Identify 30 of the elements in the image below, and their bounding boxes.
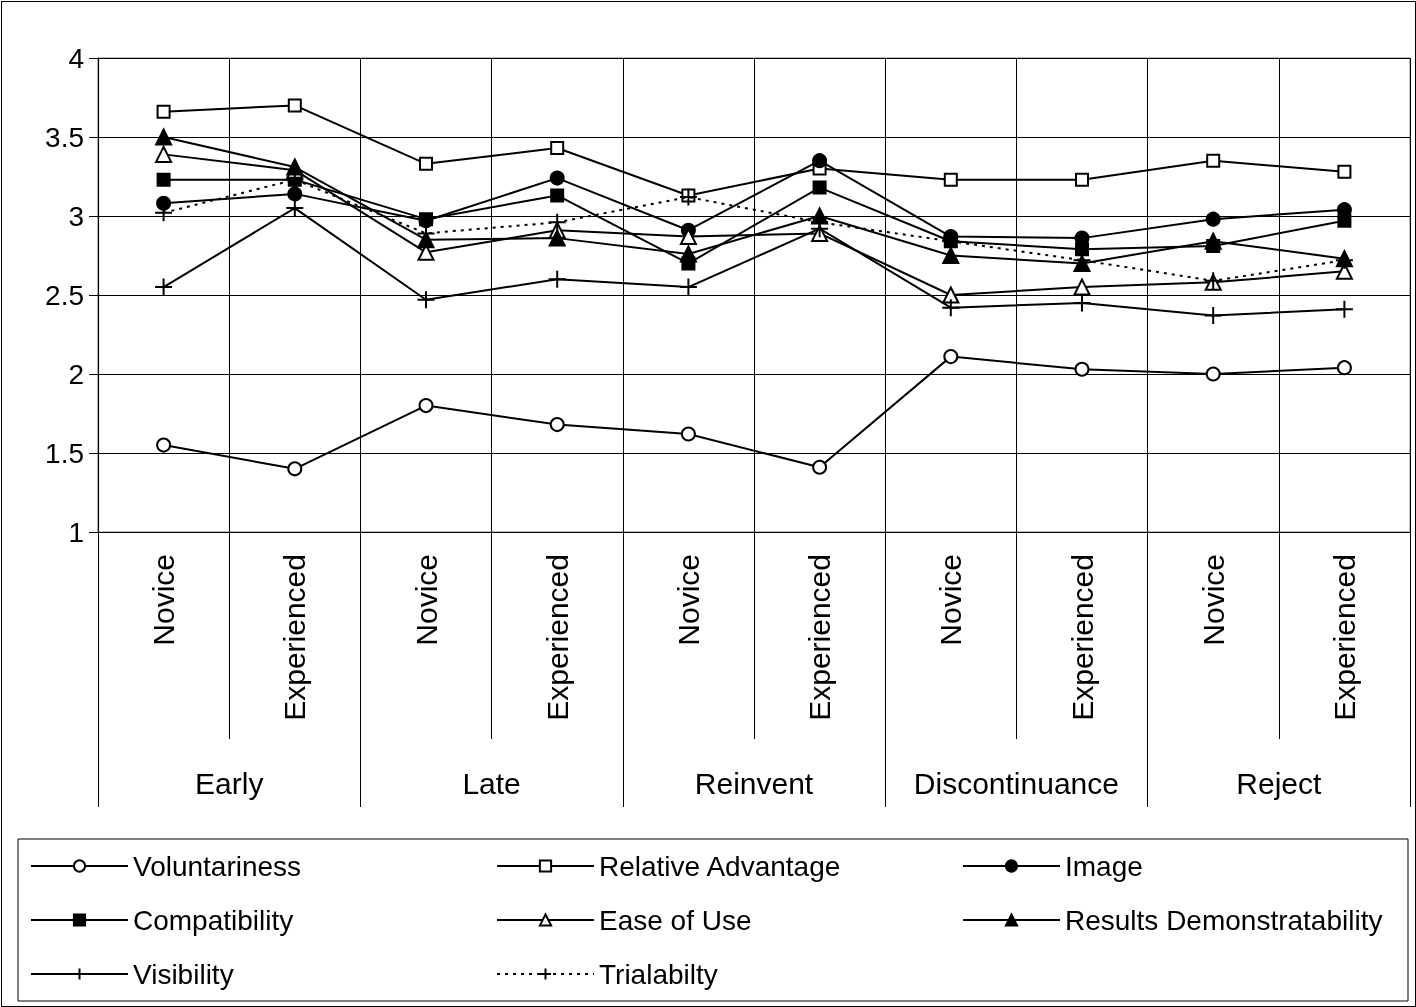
y-tick-label: 2.5 [45, 279, 84, 311]
x-tick-label: Experienced [278, 554, 312, 721]
text: Late [462, 766, 521, 800]
text: Discontinuance [913, 766, 1119, 800]
legend-label: Voluntariness [133, 850, 302, 882]
legend-label: Results Demonstratability [1065, 904, 1383, 936]
legend-label: Visibility [133, 958, 234, 990]
x-tick-label: Novice [409, 554, 443, 646]
text: Early [195, 766, 264, 800]
legend-label: Trialabilty [599, 958, 718, 990]
text: Reject [1236, 766, 1322, 800]
y-tick-label: 3.5 [45, 121, 84, 153]
x-tick-label: Experienced [540, 554, 574, 721]
x-tick-label: Novice [147, 554, 181, 646]
x-tick-label: Experienced [803, 554, 837, 721]
legend-label: Image [1065, 850, 1143, 882]
x-tick-label: Novice [1196, 554, 1230, 646]
x-tick-label: Experienced [1327, 554, 1361, 721]
y-tick-label: 1 [68, 516, 84, 548]
legend-label: Compatibility [133, 904, 294, 936]
x-tick-label: Novice [671, 554, 705, 646]
y-tick-label: 3 [68, 200, 84, 232]
legend-label: Relative Advantage [599, 850, 841, 882]
x-tick-label: Novice [934, 554, 968, 646]
y-tick-label: 2 [68, 358, 84, 390]
x-tick-label: Experienced [1065, 554, 1099, 721]
text: Reinvent [694, 766, 814, 800]
legend-label: Ease of Use [599, 904, 752, 936]
y-tick-label: 4 [68, 42, 84, 74]
y-tick-label: 1.5 [45, 437, 84, 469]
